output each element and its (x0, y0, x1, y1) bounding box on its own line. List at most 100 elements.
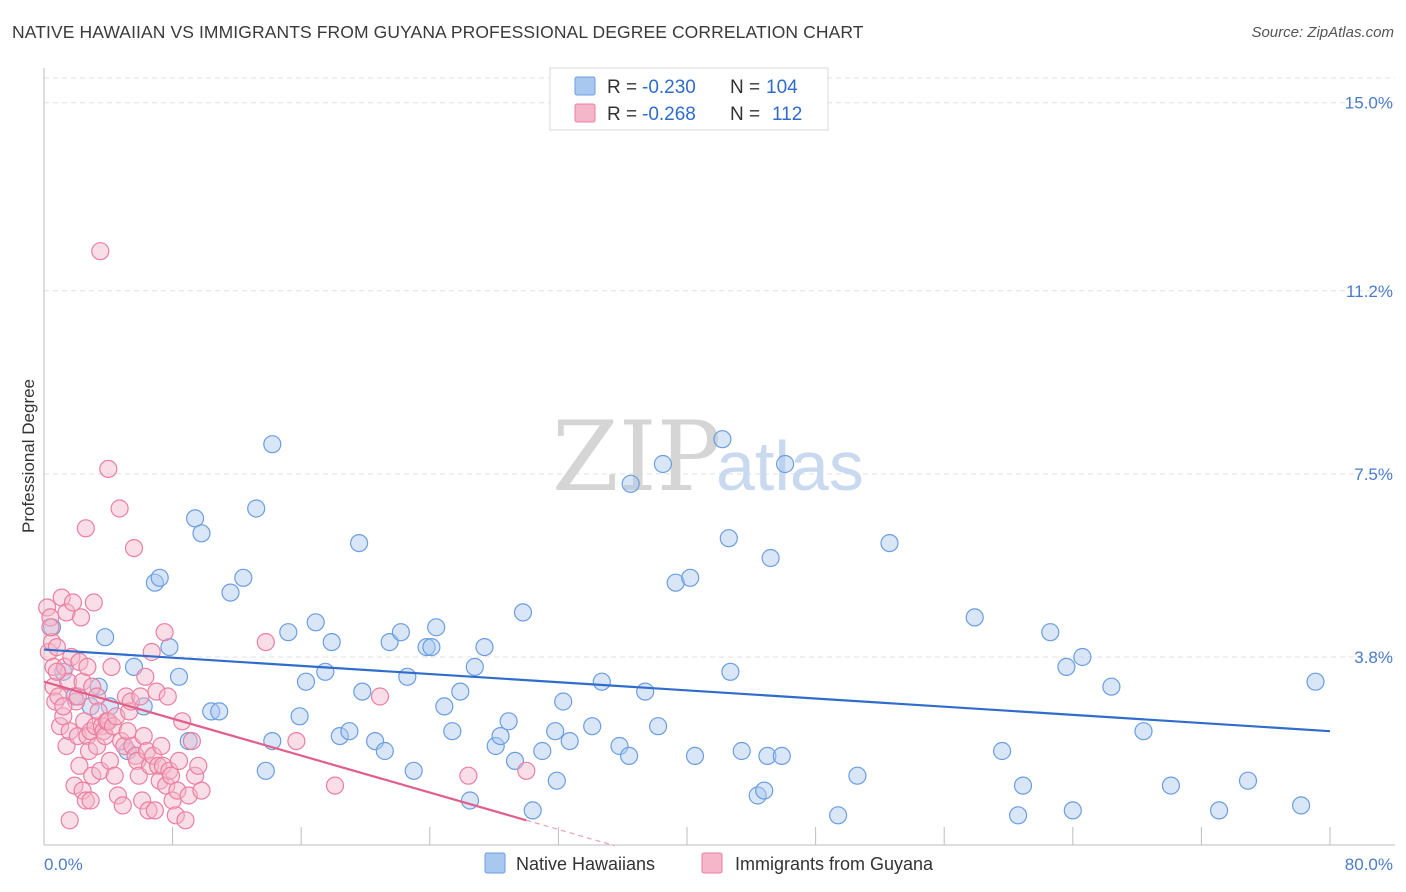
point-native-hawaiian (610, 736, 629, 756)
y-tick-label: 15.0% (1345, 94, 1393, 113)
point-guyana (189, 756, 208, 775)
point-guyana (84, 593, 103, 612)
legend-n-value-2: 112 (772, 104, 802, 125)
point-native-hawaiian (247, 499, 266, 518)
bottom-legend-label-2: Immigrants from Guyana (735, 854, 934, 874)
y-tick-label: 7.5% (1354, 465, 1393, 484)
legend-r-value-2: -0.268 (642, 104, 696, 125)
point-guyana (91, 761, 110, 780)
point-guyana (152, 736, 171, 756)
point-native-hawaiian (513, 603, 533, 622)
point-native-hawaiian (713, 430, 732, 449)
point-native-hawaiian (547, 771, 566, 790)
trend-extension-guyana (526, 819, 615, 847)
point-native-hawaiian (965, 608, 984, 627)
point-native-hawaiian (1057, 657, 1076, 677)
watermark-atlas: atlas (716, 427, 864, 505)
point-guyana (38, 598, 57, 617)
point-guyana (54, 697, 73, 716)
point-native-hawaiian (330, 726, 349, 746)
point-native-hawaiian (533, 741, 552, 761)
point-guyana (131, 687, 150, 706)
point-native-hawaiian (192, 524, 211, 543)
point-native-hawaiian (992, 741, 1012, 761)
point-native-hawaiian (1073, 647, 1092, 667)
point-native-hawaiian (427, 618, 446, 637)
point-native-hawaiian (234, 568, 253, 587)
point-guyana (50, 717, 70, 736)
point-guyana (158, 687, 177, 706)
legend-swatch-blue (574, 76, 596, 96)
point-guyana (142, 642, 161, 662)
trend-line-native-hawaiians (43, 648, 1331, 733)
point-native-hawaiian (848, 766, 867, 785)
point-native-hawaiian (653, 454, 673, 474)
chart-title: NATIVE HAWAIIAN VS IMMIGRANTS FROM GUYAN… (12, 22, 864, 42)
point-native-hawaiian (1102, 677, 1121, 696)
point-guyana (149, 756, 168, 775)
point-guyana (63, 593, 83, 612)
legend-swatch-pink (574, 103, 596, 123)
trend-line-guyana (43, 680, 527, 822)
point-guyana (49, 687, 68, 706)
point-native-hawaiian (560, 731, 579, 751)
point-native-hawaiian (592, 672, 611, 691)
point-native-hawaiian (404, 761, 423, 780)
point-native-hawaiian (322, 632, 341, 652)
point-native-hawaiian (755, 781, 774, 800)
point-native-hawaiian (761, 548, 780, 568)
point-guyana (113, 796, 132, 815)
point-guyana (124, 538, 144, 558)
point-guyana (75, 712, 94, 731)
point-guyana (325, 776, 345, 795)
point-guyana (155, 623, 174, 642)
point-native-hawaiian (435, 697, 454, 716)
point-guyana (76, 791, 95, 810)
bottom-legend: Native Hawaiians Immigrants from Guyana (484, 852, 934, 874)
point-native-hawaiian (417, 637, 436, 657)
point-native-hawaiian (772, 746, 791, 766)
point-native-hawaiian (95, 628, 115, 647)
point-guyana (287, 731, 306, 751)
point-native-hawaiian (296, 672, 316, 691)
point-guyana (166, 806, 185, 825)
point-native-hawaiian (221, 583, 240, 602)
watermark: ZIP atlas (552, 401, 864, 513)
point-guyana (91, 242, 110, 261)
point-native-hawaiian (666, 573, 685, 592)
data-points (38, 242, 1325, 830)
point-native-hawaiian (1238, 771, 1258, 790)
point-guyana (370, 687, 390, 706)
y-axis-label: Professional Degree (19, 379, 38, 533)
point-native-hawaiian (398, 667, 417, 686)
point-guyana (103, 717, 123, 736)
point-native-hawaiian (256, 761, 275, 780)
axes (43, 68, 1395, 846)
point-native-hawaiian (422, 637, 441, 657)
point-guyana (105, 766, 124, 785)
point-native-hawaiian (306, 613, 325, 632)
trend-lines (43, 648, 1331, 847)
point-native-hawaiian (451, 682, 470, 701)
point-native-hawaiian (758, 746, 777, 766)
point-native-hawaiian (523, 801, 542, 820)
point-native-hawaiian (150, 568, 169, 587)
point-native-hawaiian (583, 717, 602, 736)
point-native-hawaiian (621, 474, 640, 493)
point-native-hawaiian (350, 533, 369, 553)
point-native-hawaiian (636, 682, 655, 701)
bottom-legend-swatch-pink (701, 852, 723, 874)
point-native-hawaiian (1161, 776, 1181, 795)
point-guyana (78, 657, 97, 677)
point-native-hawaiian (491, 726, 510, 746)
point-guyana (256, 632, 275, 652)
point-guyana (57, 603, 76, 622)
legend-r-label-2: R = (607, 104, 637, 125)
point-native-hawaiian (1041, 623, 1060, 642)
bottom-legend-swatch-blue (484, 852, 506, 874)
tick-labels: 3.8% 7.5% 11.2% 15.0% 0.0% 80.0% (44, 94, 1393, 874)
point-guyana (168, 781, 187, 800)
point-guyana (76, 519, 95, 538)
point-native-hawaiian (391, 623, 410, 642)
legend-n-value-1: 104 (766, 77, 798, 98)
